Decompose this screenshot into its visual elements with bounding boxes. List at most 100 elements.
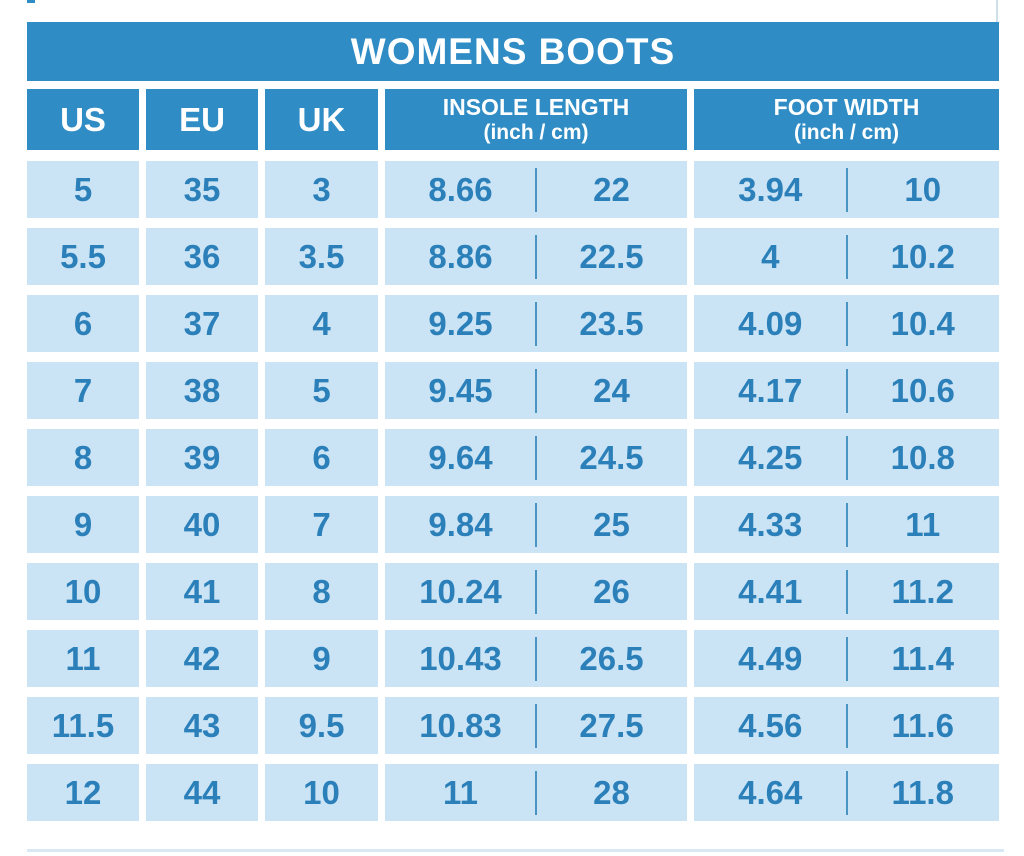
cell-eu-size: 35 [146,161,258,218]
cell-foot-width: 3.94 10 [694,161,999,218]
insole-inch-value: 8.66 [428,170,493,208]
insole-cm-value: 24.5 [579,438,644,476]
crop-artifact-bottom [27,849,1004,852]
cell-uk-size: 6 [265,429,378,486]
table-title: WOMENS BOOTS [27,22,999,81]
foot-width-inch-value: 4.49 [738,639,803,677]
table-row: 9 40 7 9.84 25 4.33 11 [27,496,999,553]
insole-inch-value: 10.43 [419,639,502,677]
cell-insole-length: 8.66 22 [385,161,687,218]
foot-width-cm-value: 10.2 [890,237,955,275]
cell-us-size: 6 [27,295,139,352]
cell-divider [535,235,537,279]
insole-inch-value: 9.64 [428,438,493,476]
cell-us-size: 9 [27,496,139,553]
crop-artifact-top [27,0,35,3]
insole-cm-value: 23.5 [579,304,644,342]
table-row: 5.5 36 3.5 8.86 22.5 4 10.2 [27,228,999,285]
column-header-label: US [60,100,106,138]
foot-width-inch-value: 4.41 [738,572,803,610]
cell-divider [535,570,537,614]
table-row: 10 41 8 10.24 26 4.41 11.2 [27,563,999,620]
foot-width-cm-value: 11.4 [891,639,954,677]
table-row: 11.5 43 9.5 10.83 27.5 4.56 11.6 [27,697,999,754]
foot-width-inch-value: 4.25 [738,438,803,476]
foot-width-cm-value: 11.8 [891,773,954,811]
cell-insole-length: 11 28 [385,764,687,821]
cell-eu-size: 44 [146,764,258,821]
cell-uk-size: 9.5 [265,697,378,754]
cell-insole-length: 10.24 26 [385,563,687,620]
foot-width-inch-value: 4.33 [738,505,803,543]
insole-inch-value: 9.84 [428,505,493,543]
column-header-uk: UK [265,89,378,150]
table-row: 8 39 6 9.64 24.5 4.25 10.8 [27,429,999,486]
insole-cm-value: 28 [593,773,630,811]
cell-divider [535,302,537,346]
insole-inch-value: 11 [443,773,478,811]
cell-foot-width: 4.64 11.8 [694,764,999,821]
column-header-label: EU [179,100,225,138]
insole-cm-value: 26.5 [579,639,644,677]
cell-eu-size: 36 [146,228,258,285]
insole-inch-value: 9.45 [428,371,493,409]
column-header-label: FOOT WIDTH [773,93,920,120]
table-row: 12 44 10 11 28 4.64 11.8 [27,764,999,821]
cell-us-size: 7 [27,362,139,419]
insole-inch-value: 10.83 [419,706,502,744]
insole-cm-value: 22.5 [579,237,644,275]
cell-foot-width: 4.09 10.4 [694,295,999,352]
cell-insole-length: 9.84 25 [385,496,687,553]
foot-width-inch-value: 3.94 [738,170,803,208]
cell-foot-width: 4.41 11.2 [694,563,999,620]
cell-insole-length: 8.86 22.5 [385,228,687,285]
cell-divider [845,503,848,547]
cell-us-size: 11 [27,630,139,687]
cell-uk-size: 4 [265,295,378,352]
cell-insole-length: 10.43 26.5 [385,630,687,687]
column-header-label: UK [297,100,346,138]
table-row: 5 35 3 8.66 22 3.94 10 [27,161,999,218]
cell-divider [845,436,848,480]
foot-width-cm-value: 10.8 [890,438,955,476]
cell-us-size: 8 [27,429,139,486]
cell-uk-size: 3 [265,161,378,218]
cell-us-size: 12 [27,764,139,821]
cell-us-size: 10 [27,563,139,620]
cell-insole-length: 9.64 24.5 [385,429,687,486]
cell-divider [845,771,848,815]
foot-width-inch-value: 4.56 [738,706,803,744]
cell-insole-length: 9.45 24 [385,362,687,419]
cell-eu-size: 37 [146,295,258,352]
cell-eu-size: 43 [146,697,258,754]
cell-foot-width: 4.17 10.6 [694,362,999,419]
column-header-eu: EU [146,89,258,150]
insole-cm-value: 24 [593,371,630,409]
column-header-units: (inch / cm) [483,121,589,145]
cell-divider [845,302,848,346]
cell-uk-size: 8 [265,563,378,620]
cell-uk-size: 3.5 [265,228,378,285]
column-header-foot-width: FOOT WIDTH (inch / cm) [694,89,999,150]
cell-uk-size: 10 [265,764,378,821]
foot-width-inch-value: 4 [761,237,780,275]
cell-divider [845,704,848,748]
cell-eu-size: 42 [146,630,258,687]
insole-cm-value: 22 [593,170,630,208]
cell-uk-size: 7 [265,496,378,553]
cell-divider [535,637,537,681]
cell-divider [535,436,537,480]
cell-insole-length: 9.25 23.5 [385,295,687,352]
cell-foot-width: 4.33 11 [694,496,999,553]
cell-uk-size: 9 [265,630,378,687]
foot-width-cm-value: 11.6 [891,706,954,744]
cell-insole-length: 10.83 27.5 [385,697,687,754]
cell-foot-width: 4.56 11.6 [694,697,999,754]
cell-uk-size: 5 [265,362,378,419]
cell-divider [845,235,848,279]
cell-us-size: 5 [27,161,139,218]
cell-foot-width: 4.25 10.8 [694,429,999,486]
table-row: 6 37 4 9.25 23.5 4.09 10.4 [27,295,999,352]
cell-divider [535,168,537,212]
